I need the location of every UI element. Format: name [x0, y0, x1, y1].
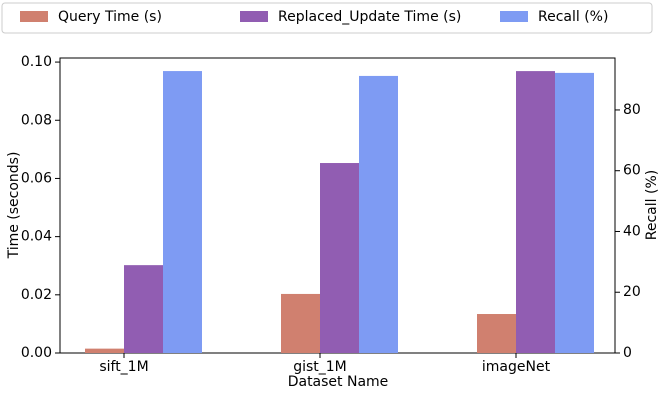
y-tick-label: 0.00 — [21, 345, 52, 361]
bar — [281, 293, 320, 353]
bar — [320, 163, 359, 353]
y-tick-label: 0.10 — [21, 54, 52, 70]
legend-label: Recall (%) — [538, 9, 608, 25]
bar — [163, 71, 202, 354]
y2-axis-label: Recall (%) — [644, 170, 660, 240]
y2-tick-label: 40 — [623, 223, 641, 239]
bar — [516, 71, 555, 354]
y-tick-label: 0.02 — [21, 287, 52, 303]
bar — [477, 314, 516, 353]
legend-swatch — [240, 11, 268, 22]
bar — [124, 265, 163, 353]
legend-box — [1, 2, 653, 34]
y2-tick-label: 80 — [623, 102, 641, 118]
legend-swatch — [20, 11, 48, 22]
legend-swatch — [500, 11, 528, 22]
y2-tick-label: 60 — [623, 163, 641, 179]
bar — [85, 348, 124, 353]
x-tick-label: sift_1M — [99, 359, 148, 375]
y2-tick-label: 0 — [623, 345, 632, 361]
x-tick-label: imageNet — [482, 359, 551, 375]
legend-label: Replaced_Update Time (s) — [278, 9, 461, 25]
x-axis-label: Dataset Name — [288, 374, 389, 390]
y2-tick-label: 20 — [623, 284, 641, 300]
x-tick-label: gist_1M — [293, 359, 347, 375]
y-tick-label: 0.08 — [21, 112, 52, 128]
bar — [359, 75, 398, 354]
y-axis-label: Time (seconds) — [6, 152, 22, 260]
bar — [555, 72, 594, 353]
y-tick-label: 0.06 — [21, 170, 52, 186]
legend-label: Query Time (s) — [58, 9, 162, 25]
y-tick-label: 0.04 — [21, 229, 52, 245]
